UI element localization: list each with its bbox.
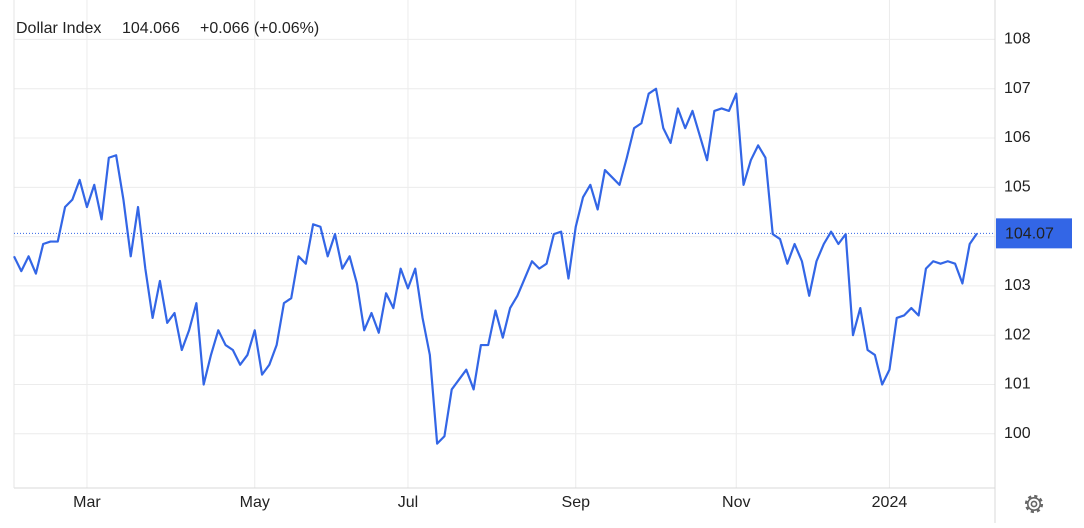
x-tick-label: 2024 (872, 494, 908, 511)
y-tick-label: 105 (1004, 179, 1031, 196)
x-tick-label: Jul (398, 494, 418, 511)
chart-title: Dollar Index (16, 20, 101, 37)
x-tick-label: Sep (562, 494, 591, 511)
x-tick-label: Mar (73, 494, 101, 511)
gear-teeth (1024, 494, 1044, 514)
y-tick-label: 102 (1004, 326, 1031, 343)
change: +0.066 (+0.06%) (200, 20, 319, 37)
x-tick-label: Nov (722, 494, 750, 511)
y-tick-label: 103 (1004, 277, 1031, 294)
last-price-label: 104.07 (1005, 226, 1054, 243)
y-tick-label: 107 (1004, 80, 1031, 97)
last-price-box (996, 218, 1072, 249)
x-tick-label: May (240, 494, 270, 511)
price: 104.066 (122, 20, 180, 37)
grid (14, 0, 995, 488)
price-line (13, 87, 978, 445)
y-tick-label: 101 (1004, 376, 1031, 393)
settings-button[interactable] (1024, 494, 1044, 514)
gear-hub (1030, 500, 1038, 508)
y-tick-label: 108 (1004, 31, 1031, 48)
gear-body (1027, 497, 1041, 511)
y-tick-label: 106 (1004, 129, 1031, 146)
y-tick-label: 100 (1004, 425, 1031, 442)
